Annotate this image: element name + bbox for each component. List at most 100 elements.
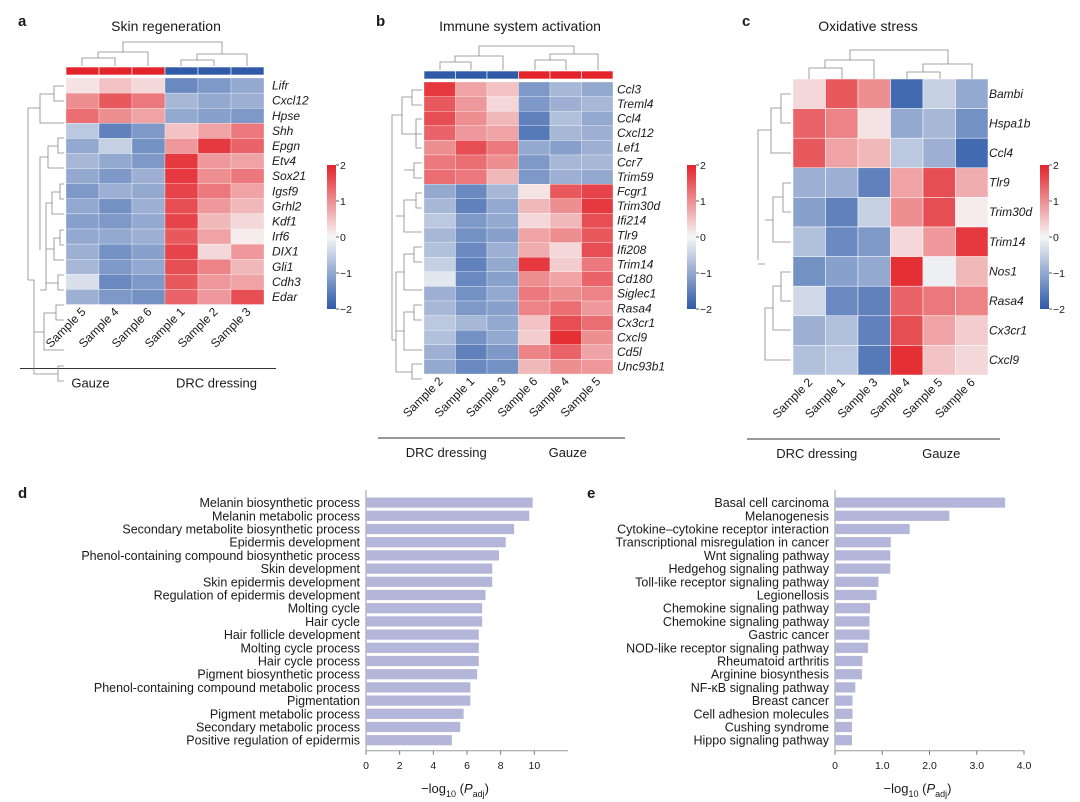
heatmap-cell — [230, 138, 265, 154]
heatmap-b-title: Immune system activation — [439, 18, 601, 34]
bar-category-label: Breast cancer — [752, 694, 829, 708]
colorbar-tick-label: 2 — [340, 160, 346, 172]
heatmap-cell — [455, 257, 488, 272]
heatmap-cell — [518, 344, 551, 360]
heatmap-cell — [98, 274, 133, 290]
heatmap-cell — [65, 77, 100, 94]
bar-category-label: Melanin biosynthetic process — [200, 496, 361, 510]
row-dendrogram-a — [27, 85, 64, 382]
gene-label: Shh — [272, 124, 294, 138]
heatmap-cell — [890, 197, 924, 228]
bar-chart-e: Basal cell carcinomaMelanogenesisCytokin… — [615, 490, 1031, 799]
bar-category-label: Melanogenesis — [745, 509, 829, 523]
bar — [835, 537, 891, 548]
heatmap-cell — [518, 271, 551, 287]
group-label: DRC dressing — [406, 445, 487, 460]
gene-label: Tlr9 — [617, 228, 638, 242]
heatmap-cell — [922, 167, 956, 198]
heatmap-c-title: Oxidative stress — [818, 18, 918, 34]
heatmap-cell — [955, 167, 989, 198]
heatmap-cell — [164, 259, 199, 275]
bar-category-label: Toll-like receptor signaling pathway — [635, 575, 830, 589]
gene-label: Trim30d — [617, 199, 660, 213]
heatmap-cell — [486, 169, 519, 185]
gene-label: Hspa1b — [989, 116, 1031, 130]
heatmap-cell — [549, 315, 582, 331]
bar — [366, 497, 533, 508]
heatmap-cell — [581, 198, 614, 214]
heatmap-cell — [955, 226, 989, 257]
heatmap-cell — [792, 345, 826, 376]
gene-label: Rasa4 — [989, 294, 1024, 308]
heatmap-cell — [518, 169, 551, 185]
heatmap-cell — [549, 154, 582, 170]
heatmap-cell — [955, 345, 989, 376]
column-dendrogram-b — [439, 45, 599, 70]
heatmap-cell — [486, 184, 519, 199]
colorbar — [687, 165, 696, 309]
bar — [835, 576, 879, 587]
heatmap-cell — [98, 77, 133, 94]
heatmap-cell — [98, 243, 133, 260]
heatmap-cell — [455, 140, 488, 156]
colorbar-tick-label: 0 — [1053, 232, 1059, 244]
heatmap-cell — [549, 344, 582, 360]
heatmap-cell — [98, 198, 133, 215]
heatmap-cell — [98, 213, 133, 230]
heatmap-cell — [423, 344, 456, 360]
heatmap-cell — [922, 256, 956, 287]
heatmap-cell — [792, 78, 826, 109]
heatmap-cell — [230, 259, 265, 275]
heatmap-cell — [423, 140, 456, 156]
heatmap-cell — [581, 184, 614, 199]
heatmap-cell — [890, 137, 924, 169]
heatmap-cell — [857, 167, 891, 198]
heatmap-cell — [857, 137, 891, 169]
heatmap-cell — [955, 315, 989, 346]
heatmap-cell — [857, 78, 891, 109]
heatmap-cell — [65, 228, 100, 245]
heatmap-cell — [131, 243, 166, 260]
bar-category-label: Transcriptional misregulation in cancer — [615, 536, 829, 550]
heatmap-cell — [164, 123, 199, 139]
bar-category-label: Legionellosis — [757, 589, 829, 603]
bar-category-label: Arginine biosynthesis — [711, 668, 829, 682]
heatmap-cell — [65, 198, 100, 215]
bar — [835, 563, 891, 574]
heatmap-cell — [486, 242, 519, 258]
group-bar-cell — [131, 66, 166, 76]
colorbar-tick-label: 1 — [700, 196, 706, 208]
heatmap-cell — [922, 285, 956, 317]
heatmap-cell — [65, 153, 100, 169]
heatmap-cell — [857, 256, 891, 287]
heatmap-cell — [197, 289, 232, 305]
group-bar-cell — [518, 70, 551, 80]
group-bar-cell — [65, 66, 100, 76]
heatmap-cell — [131, 274, 166, 290]
heatmap-cell — [98, 108, 133, 124]
heatmap-cell — [857, 197, 891, 228]
heatmap-cell — [486, 300, 519, 316]
group-label: Gauze — [71, 376, 109, 391]
bar — [366, 695, 471, 706]
heatmap-cell — [518, 198, 551, 214]
dendrograms — [27, 41, 973, 382]
group-label: DRC dressing — [176, 376, 257, 391]
heatmap-cell — [890, 285, 924, 317]
heatmap-cell — [131, 138, 166, 154]
bar — [835, 550, 891, 561]
group-bar-cell — [581, 70, 614, 80]
heatmap-cell — [197, 213, 232, 230]
heatmap-cell — [98, 168, 133, 184]
colorbar-tick-label: 1 — [340, 196, 346, 208]
heatmap-cell — [65, 168, 100, 184]
group-bar-cell — [423, 70, 456, 80]
heatmap-cell — [197, 153, 232, 169]
bar — [366, 735, 452, 746]
heatmap-cell — [518, 81, 551, 97]
bar — [835, 642, 869, 653]
bar-category-label: Chemokine signaling pathway — [663, 615, 830, 629]
heatmap-cell — [164, 153, 199, 169]
gene-label: Cdh3 — [272, 275, 301, 289]
